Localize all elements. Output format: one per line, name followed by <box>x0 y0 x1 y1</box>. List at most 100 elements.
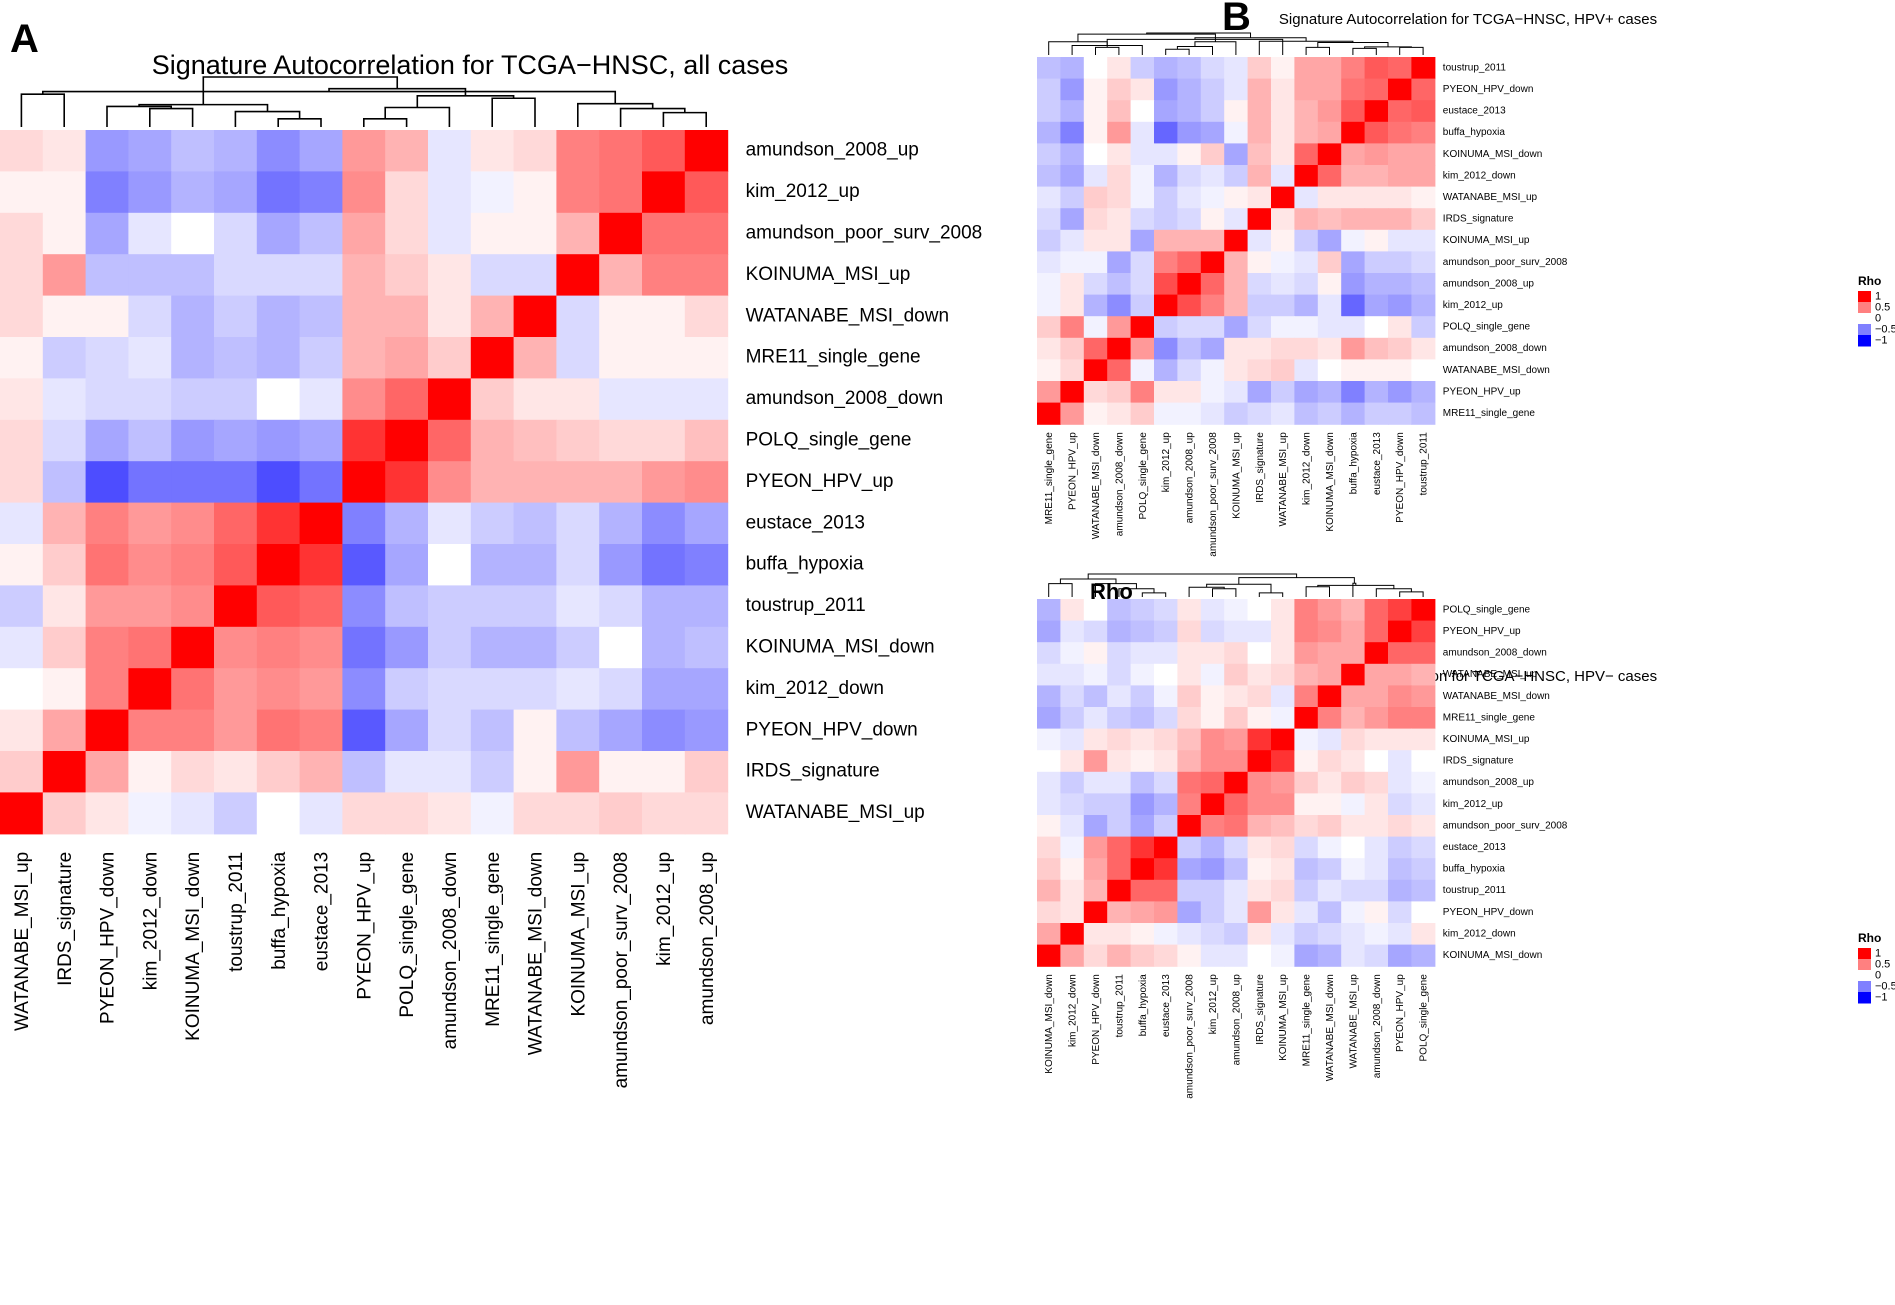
dendrogram-branch <box>1212 588 1237 597</box>
heatmap-cell <box>128 585 172 628</box>
heatmap-cell <box>385 254 429 297</box>
heatmap-cell <box>256 585 301 628</box>
heatmap-cell <box>0 751 44 793</box>
heatmap-cell <box>1154 143 1178 166</box>
heatmap-cell <box>299 792 343 835</box>
heatmap-cell <box>1411 78 1436 101</box>
heatmap-cell <box>128 337 172 379</box>
heatmap-cell <box>642 171 686 214</box>
heatmap-cell <box>599 254 643 297</box>
heatmap-cell <box>1224 143 1249 166</box>
heatmap-cell <box>1271 100 1295 123</box>
heatmap-cell <box>171 171 215 214</box>
heatmap-cell <box>1341 316 1366 339</box>
heatmap-cell <box>1271 663 1295 686</box>
heatmap-cell <box>1177 620 1202 643</box>
heatmap-cell <box>1271 815 1295 838</box>
heatmap-cell <box>1317 750 1342 773</box>
heatmap-cell <box>171 544 215 586</box>
heatmap-cell <box>1294 707 1319 730</box>
heatmap-cell <box>1154 642 1178 665</box>
heatmap-cell <box>1411 402 1436 425</box>
heatmap-cell <box>1247 294 1272 317</box>
heatmap-cell <box>1200 294 1225 317</box>
heatmap-cell <box>342 544 386 586</box>
heatmap-cell <box>1364 793 1389 816</box>
column-label: amundson_2008_down <box>1114 432 1125 536</box>
heatmap-cell <box>299 295 343 338</box>
heatmap-cell <box>1107 879 1132 902</box>
heatmap-cell <box>642 668 686 711</box>
panel-label-a: A <box>10 17 39 61</box>
heatmap-cell <box>1317 663 1342 686</box>
column-label: KOINUMA_MSI_up <box>1231 432 1242 519</box>
legend-label: 0.5 <box>1875 958 1890 970</box>
column-label: toustrup_2011 <box>226 852 247 972</box>
heatmap-cell <box>428 751 472 793</box>
legend-title: Rho <box>1858 931 1881 945</box>
heatmap-cell <box>1037 728 1061 751</box>
row-label: KOINUMA_MSI_down <box>1443 149 1542 160</box>
heatmap-cell <box>1060 337 1085 360</box>
heatmap-cell <box>385 130 429 172</box>
heatmap-cell <box>1294 208 1319 231</box>
heatmap-cell <box>1177 121 1202 144</box>
heatmap-cell <box>470 668 515 711</box>
heatmap-cell <box>1388 359 1412 382</box>
column-label: PYEON_HPV_down <box>1395 432 1406 523</box>
heatmap-cell <box>1224 229 1249 252</box>
heatmap-cell <box>1130 273 1155 296</box>
heatmap-cell <box>642 461 686 504</box>
heatmap-cell <box>1130 599 1155 622</box>
heatmap-cell <box>1060 923 1085 946</box>
legend-swatch <box>1858 313 1871 325</box>
heatmap-cell <box>299 254 343 297</box>
heatmap-cell <box>1107 901 1132 924</box>
row-label: amundson_2008_down <box>746 388 944 409</box>
heatmap-cell <box>1177 359 1202 382</box>
heatmap-cell <box>1037 251 1061 274</box>
heatmap-cell <box>642 212 686 255</box>
heatmap-cell <box>1294 337 1319 360</box>
heatmap-cell <box>556 502 600 545</box>
heatmap-cell <box>1177 186 1202 209</box>
heatmap-cell <box>214 419 258 462</box>
heatmap-cell <box>599 792 643 835</box>
heatmap-cell <box>1130 944 1155 967</box>
heatmap-cell <box>1411 337 1436 360</box>
heatmap-cell <box>1411 728 1436 751</box>
legend-label: 1 <box>1875 290 1881 302</box>
heatmap-cell <box>1294 879 1319 902</box>
heatmap-cell <box>1107 771 1132 794</box>
heatmap-cell <box>85 668 129 711</box>
heatmap-cell <box>1083 294 1108 317</box>
heatmap-cell <box>1083 923 1108 946</box>
heatmap-cell <box>513 212 557 255</box>
heatmap-cell <box>1177 294 1202 317</box>
row-label: PYEON_HPV_up <box>1443 626 1521 637</box>
row-label: MRE11_single_gene <box>1443 712 1536 723</box>
heatmap-cell <box>599 709 643 752</box>
heatmap-cell <box>556 585 600 628</box>
heatmap-cell <box>1083 143 1108 166</box>
heatmap-cell <box>1060 229 1085 252</box>
heatmap-cell <box>1083 836 1108 859</box>
heatmap-cell <box>85 544 129 586</box>
heatmap-cell <box>1130 78 1155 101</box>
heatmap-cell <box>342 709 386 752</box>
heatmap-cell <box>470 254 515 297</box>
heatmap-cell <box>85 461 129 504</box>
dendrogram-branch <box>1194 41 1237 55</box>
heatmap-cell <box>1247 186 1272 209</box>
column-label: PYEON_HPV_up <box>1068 432 1079 510</box>
row-label: kim_2012_up <box>1443 300 1503 311</box>
heatmap-cell <box>1364 771 1389 794</box>
heatmap-cell <box>1083 599 1108 622</box>
heatmap-cell <box>1364 685 1389 708</box>
heatmap-cell <box>1341 620 1366 643</box>
heatmap-cell <box>1411 836 1436 859</box>
heatmap-cell <box>1411 771 1436 794</box>
heatmap-cell <box>1037 663 1061 686</box>
heatmap-cell <box>1200 750 1225 773</box>
heatmap-cell <box>1247 879 1272 902</box>
